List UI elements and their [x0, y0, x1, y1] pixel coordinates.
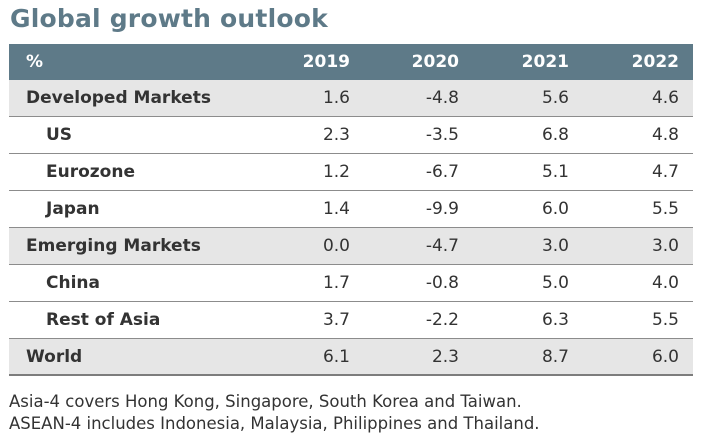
cell-2021: 6.3 [541, 310, 569, 330]
header-year-2022: 2022 [631, 52, 679, 72]
header-year-2021: 2021 [521, 52, 569, 72]
row-label: Developed Markets [26, 88, 211, 108]
cell-2019: 1.4 [322, 199, 350, 219]
row-label: US [46, 125, 73, 145]
cell-2022: 5.5 [651, 199, 679, 219]
cell-2021: 6.0 [541, 199, 569, 219]
cell-2021: 5.1 [541, 162, 569, 182]
cell-2019: 2.3 [322, 125, 350, 145]
cell-2021: 6.8 [541, 125, 569, 145]
cell-2022: 4.0 [651, 273, 679, 293]
cell-2022: 3.0 [651, 236, 679, 256]
cell-2020: -4.8 [425, 88, 459, 108]
header-year-2019: 2019 [302, 52, 350, 72]
cell-2021: 3.0 [541, 236, 569, 256]
cell-2020: -3.5 [425, 125, 459, 145]
cell-2020: -6.7 [425, 162, 459, 182]
cell-2021: 5.6 [541, 88, 569, 108]
cell-2019: 1.2 [322, 162, 350, 182]
row-label: Eurozone [46, 162, 135, 182]
table-row-world: World 6.1 2.3 8.7 6.0 [9, 339, 693, 376]
table-row-china: China 1.7 -0.8 5.0 4.0 [9, 265, 693, 302]
cell-2019: 3.7 [322, 310, 350, 330]
cell-2022: 4.8 [651, 125, 679, 145]
page-title: Global growth outlook [10, 4, 328, 33]
cell-2019: 6.1 [322, 346, 350, 367]
table-row-rest-of-asia: Rest of Asia 3.7 -2.2 6.3 5.5 [9, 302, 693, 339]
cell-2022: 4.6 [651, 88, 679, 108]
cell-2022: 5.5 [651, 310, 679, 330]
row-label: Rest of Asia [46, 310, 161, 330]
cell-2020: 2.3 [431, 346, 459, 367]
row-label: Japan [46, 199, 100, 219]
cell-2022: 4.7 [651, 162, 679, 182]
cell-2019: 1.6 [322, 88, 350, 108]
header-unit-label: % [26, 52, 44, 72]
row-label: World [26, 346, 83, 367]
cell-2020: -0.8 [425, 273, 459, 293]
row-label: Emerging Markets [26, 236, 201, 256]
growth-table: % 2019 2020 2021 2022 Developed Markets … [9, 44, 693, 376]
table-row-us: US 2.3 -3.5 6.8 4.8 [9, 117, 693, 154]
table-row-japan: Japan 1.4 -9.9 6.0 5.5 [9, 191, 693, 228]
cell-2019: 0.0 [322, 236, 350, 256]
cell-2019: 1.7 [322, 273, 350, 293]
footnote-asia-4: Asia-4 covers Hong Kong, Singapore, Sout… [9, 392, 522, 411]
table-header-row: % 2019 2020 2021 2022 [9, 44, 693, 80]
table-row-developed-markets: Developed Markets 1.6 -4.8 5.6 4.6 [9, 80, 693, 117]
cell-2020: -2.2 [425, 310, 459, 330]
cell-2021: 8.7 [541, 346, 569, 367]
table-row-emerging-markets: Emerging Markets 0.0 -4.7 3.0 3.0 [9, 228, 693, 265]
cell-2022: 6.0 [651, 346, 679, 367]
cell-2021: 5.0 [541, 273, 569, 293]
row-label: China [46, 273, 100, 293]
header-year-2020: 2020 [411, 52, 459, 72]
footnote-asean-4: ASEAN-4 includes Indonesia, Malaysia, Ph… [9, 414, 540, 433]
cell-2020: -9.9 [425, 199, 459, 219]
cell-2020: -4.7 [425, 236, 459, 256]
table-row-eurozone: Eurozone 1.2 -6.7 5.1 4.7 [9, 154, 693, 191]
